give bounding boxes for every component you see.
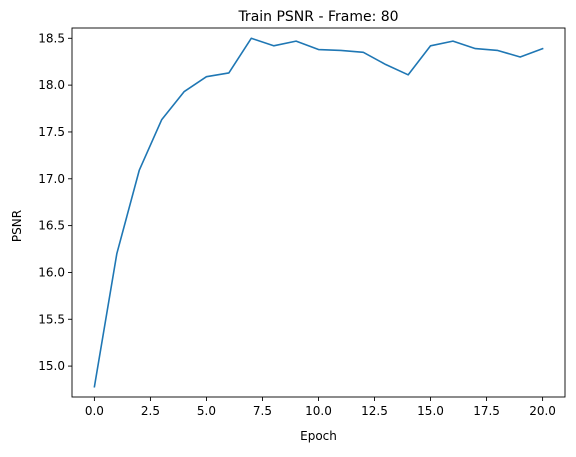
axes-frame: [71, 27, 566, 398]
y-tick-label: 16.5: [38, 219, 65, 233]
y-tick-label: 18.5: [38, 31, 65, 45]
y-tick-label: 17.5: [38, 125, 65, 139]
x-tick-label: 10.0: [305, 404, 332, 418]
x-tick-label: 17.5: [473, 404, 500, 418]
x-axis-label: Epoch: [300, 429, 337, 443]
x-tick-label: 20.0: [529, 404, 556, 418]
y-tick-label: 17.0: [38, 172, 65, 186]
x-tick-label: 15.0: [417, 404, 444, 418]
x-tick-label: 7.5: [253, 404, 272, 418]
x-tick-label: 2.5: [141, 404, 160, 418]
series-line-0: [93, 37, 544, 388]
y-tick-label: 15.0: [38, 359, 65, 373]
x-axis-ticks: 0.0 2.5 5.0 7.5 10.0 12.5 15.0 17.5 20.0: [85, 397, 556, 418]
y-axis-ticks: 15.0 15.5 16.0 16.5 17.0 17.5 18.0 18.5: [38, 31, 72, 373]
y-tick-label: 18.0: [38, 78, 65, 92]
y-tick-label: 15.5: [38, 312, 65, 326]
x-tick-label: 12.5: [361, 404, 388, 418]
y-tick-label: 16.0: [38, 265, 65, 279]
plot-area: [71, 27, 566, 398]
chart-title: Train PSNR - Frame: 80: [237, 9, 398, 25]
y-axis-label: PSNR: [10, 210, 24, 242]
x-tick-label: 0.0: [85, 404, 104, 418]
x-tick-label: 5.0: [197, 404, 216, 418]
